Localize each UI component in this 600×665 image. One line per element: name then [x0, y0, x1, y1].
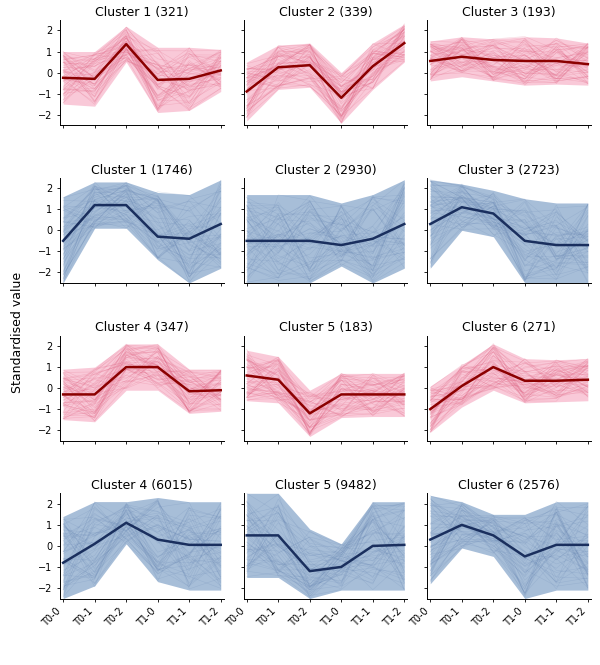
Title: Cluster 1 (321): Cluster 1 (321) [95, 6, 189, 19]
Title: Cluster 2 (339): Cluster 2 (339) [278, 6, 373, 19]
Title: Cluster 4 (6015): Cluster 4 (6015) [91, 479, 193, 492]
Title: Cluster 5 (9482): Cluster 5 (9482) [275, 479, 376, 492]
Text: Standardised value: Standardised value [11, 272, 24, 393]
Title: Cluster 3 (2723): Cluster 3 (2723) [458, 164, 560, 177]
Title: Cluster 4 (347): Cluster 4 (347) [95, 321, 189, 334]
Title: Cluster 2 (2930): Cluster 2 (2930) [275, 164, 376, 177]
Title: Cluster 5 (183): Cluster 5 (183) [278, 321, 373, 334]
Title: Cluster 3 (193): Cluster 3 (193) [462, 6, 556, 19]
Title: Cluster 6 (2576): Cluster 6 (2576) [458, 479, 560, 492]
Title: Cluster 6 (271): Cluster 6 (271) [462, 321, 556, 334]
Title: Cluster 1 (1746): Cluster 1 (1746) [91, 164, 193, 177]
